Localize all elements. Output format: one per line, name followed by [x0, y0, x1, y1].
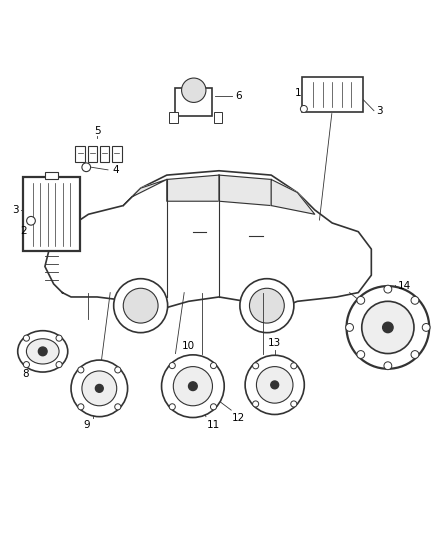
Circle shape: [115, 367, 121, 373]
Text: 3: 3: [376, 106, 382, 116]
Circle shape: [211, 362, 216, 369]
Circle shape: [95, 384, 103, 392]
Text: 8: 8: [22, 369, 28, 379]
Text: 3: 3: [12, 205, 19, 215]
Circle shape: [114, 279, 168, 333]
Circle shape: [357, 351, 365, 358]
Polygon shape: [167, 175, 219, 201]
Circle shape: [240, 279, 294, 333]
Circle shape: [384, 285, 392, 293]
Circle shape: [291, 363, 297, 369]
Circle shape: [411, 296, 419, 304]
FancyBboxPatch shape: [302, 77, 363, 112]
Circle shape: [383, 322, 393, 333]
Text: 9: 9: [83, 420, 89, 430]
Circle shape: [253, 401, 259, 407]
Text: 14: 14: [397, 281, 411, 291]
Bar: [176, 88, 212, 116]
Circle shape: [82, 163, 91, 172]
Circle shape: [253, 363, 259, 369]
Circle shape: [169, 362, 175, 369]
Circle shape: [182, 78, 206, 102]
Circle shape: [23, 335, 29, 341]
Circle shape: [123, 288, 158, 323]
Bar: [100, 146, 110, 162]
Bar: [88, 146, 97, 162]
Circle shape: [78, 367, 84, 373]
Circle shape: [357, 296, 365, 304]
Circle shape: [211, 404, 216, 410]
Text: 4: 4: [113, 165, 119, 175]
Circle shape: [346, 286, 429, 369]
Circle shape: [82, 371, 117, 406]
Text: 5: 5: [94, 126, 100, 136]
Circle shape: [362, 301, 414, 353]
Circle shape: [162, 355, 224, 417]
Bar: [169, 112, 178, 123]
Polygon shape: [219, 175, 271, 206]
Circle shape: [256, 367, 293, 403]
Text: 6: 6: [236, 91, 242, 101]
Circle shape: [23, 361, 29, 368]
Circle shape: [56, 361, 62, 368]
Ellipse shape: [26, 339, 59, 364]
Circle shape: [346, 324, 353, 332]
Polygon shape: [271, 180, 315, 214]
Circle shape: [271, 381, 279, 389]
Text: 1: 1: [295, 88, 302, 98]
Circle shape: [169, 404, 175, 410]
Text: 11: 11: [207, 419, 220, 430]
Circle shape: [300, 106, 307, 112]
Polygon shape: [45, 171, 371, 310]
Circle shape: [27, 216, 35, 225]
Circle shape: [173, 367, 212, 406]
Circle shape: [39, 347, 47, 356]
Circle shape: [71, 360, 127, 417]
Circle shape: [291, 401, 297, 407]
Text: 10: 10: [182, 341, 195, 351]
Polygon shape: [123, 180, 167, 206]
Circle shape: [188, 382, 197, 391]
Circle shape: [245, 356, 304, 415]
Circle shape: [78, 404, 84, 410]
Circle shape: [115, 404, 121, 410]
Text: 12: 12: [232, 413, 245, 423]
Bar: [112, 146, 121, 162]
Bar: [45, 172, 58, 180]
Text: 13: 13: [268, 338, 281, 349]
Circle shape: [422, 324, 430, 332]
Bar: [214, 112, 223, 123]
Circle shape: [411, 351, 419, 358]
Text: 2: 2: [21, 227, 27, 237]
Circle shape: [250, 288, 284, 323]
FancyBboxPatch shape: [23, 177, 80, 251]
Circle shape: [56, 335, 62, 341]
Ellipse shape: [18, 330, 68, 372]
Bar: [75, 146, 85, 162]
Circle shape: [384, 362, 392, 370]
